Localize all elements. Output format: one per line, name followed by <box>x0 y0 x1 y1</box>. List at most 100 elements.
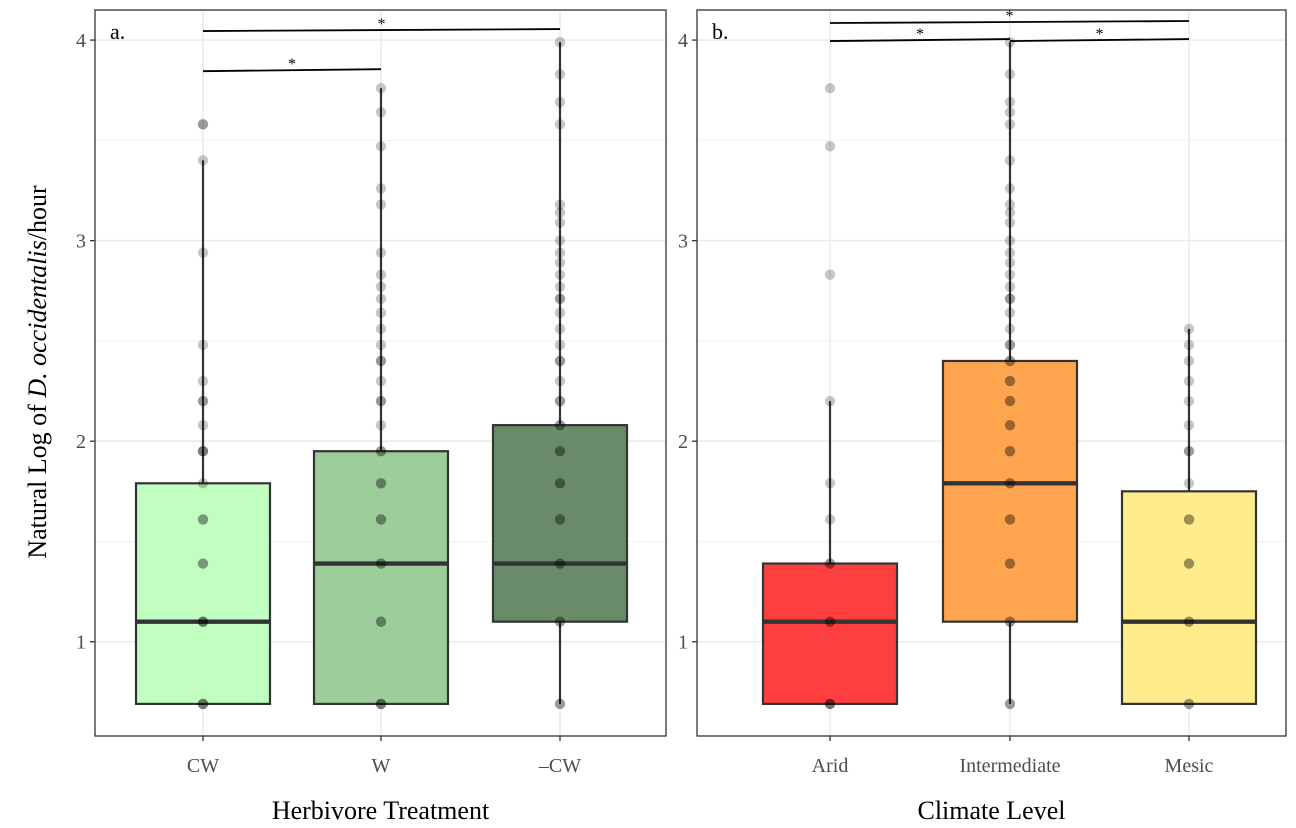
data-point <box>375 419 387 431</box>
significance-label: * <box>288 56 296 73</box>
x-tick-label: Intermediate <box>959 755 1060 777</box>
data-point <box>197 446 209 457</box>
data-point <box>554 36 566 48</box>
data-point <box>375 446 387 457</box>
data-point <box>554 257 566 268</box>
data-point <box>824 141 836 152</box>
data-point <box>1004 107 1016 118</box>
data-point <box>554 698 566 710</box>
data-point <box>375 83 387 94</box>
data-point <box>1004 478 1016 489</box>
data-point <box>1004 323 1016 335</box>
data-point <box>1004 395 1016 407</box>
data-point <box>197 616 209 627</box>
data-point <box>197 698 209 710</box>
data-point <box>375 558 387 569</box>
data-point <box>1183 395 1195 407</box>
data-point <box>554 616 566 627</box>
x-tick-label: –CW <box>538 755 581 777</box>
y-tick-label: 3 <box>678 231 688 253</box>
data-point <box>1004 514 1016 525</box>
data-point <box>197 514 209 525</box>
x-axis-title: Climate Level <box>917 796 1065 825</box>
data-point <box>1183 446 1195 457</box>
data-point <box>824 698 836 710</box>
data-point <box>1183 558 1195 569</box>
panel-herbivore-treatment: 1 2 3 4 CW W –CW Herbivore Treatment a. * * <box>76 9 667 825</box>
panel-border <box>696 9 1287 737</box>
data-point <box>1004 339 1016 351</box>
data-point <box>554 419 566 431</box>
y-tick-label: 4 <box>678 30 688 52</box>
data-point <box>554 235 566 246</box>
data-point <box>554 217 566 228</box>
data-point <box>1004 616 1016 627</box>
data-point <box>197 478 209 489</box>
data-point <box>1004 281 1016 292</box>
panel-label: a. <box>110 19 125 44</box>
data-point <box>1183 698 1195 710</box>
data-point <box>554 97 566 108</box>
data-point <box>1004 339 1016 351</box>
data-point <box>1183 446 1195 457</box>
data-point <box>554 269 566 280</box>
panel-label: b. <box>712 19 729 44</box>
data-point <box>375 281 387 292</box>
significance-label: * <box>378 16 386 33</box>
data-point <box>554 119 566 130</box>
data-point <box>554 395 566 407</box>
data-point <box>554 698 566 710</box>
data-point <box>375 395 387 407</box>
data-point <box>197 419 209 431</box>
box-intermediate <box>941 359 1079 623</box>
data-point <box>824 514 836 525</box>
data-point <box>375 269 387 280</box>
data-point <box>1004 199 1016 210</box>
x-tick-label: Arid <box>812 755 849 777</box>
x-axis-title: Herbivore Treatment <box>272 796 490 825</box>
data-point <box>197 247 209 258</box>
data-point <box>824 698 836 710</box>
data-point <box>554 514 566 525</box>
data-point <box>1004 446 1016 457</box>
data-point <box>375 375 387 387</box>
data-point <box>375 478 387 489</box>
data-point <box>375 698 387 710</box>
data-point <box>824 478 836 489</box>
data-point <box>1004 293 1016 304</box>
x-tick-label: Mesic <box>1165 755 1214 777</box>
y-tick-label: 3 <box>76 231 86 253</box>
data-point <box>375 514 387 525</box>
significance-bar <box>202 68 382 73</box>
significance-bar <box>202 28 561 32</box>
data-point <box>375 616 387 627</box>
data-point <box>554 339 566 351</box>
data-point <box>554 355 566 367</box>
data-point <box>1004 355 1016 367</box>
box-cw <box>134 482 272 706</box>
data-point <box>375 478 387 489</box>
data-point <box>1004 419 1016 431</box>
data-point <box>824 83 836 94</box>
data-point <box>1183 478 1195 489</box>
data-point <box>1004 375 1016 387</box>
data-point <box>554 199 566 210</box>
data-point <box>1004 235 1016 246</box>
data-point <box>1004 207 1016 218</box>
data-point <box>1004 446 1016 457</box>
data-point <box>554 478 566 489</box>
data-point <box>375 355 387 367</box>
data-point <box>197 616 209 627</box>
y-axis-title-after: /hour <box>23 185 52 240</box>
data-point <box>197 514 209 525</box>
data-point <box>554 395 566 407</box>
data-point <box>197 155 209 166</box>
data-point <box>554 281 566 292</box>
data-point <box>375 199 387 210</box>
data-point <box>1183 558 1195 569</box>
data-point <box>1183 323 1195 335</box>
data-point <box>1004 307 1016 319</box>
data-point <box>1004 183 1016 194</box>
data-point <box>1183 375 1195 387</box>
data-point <box>1004 217 1016 228</box>
